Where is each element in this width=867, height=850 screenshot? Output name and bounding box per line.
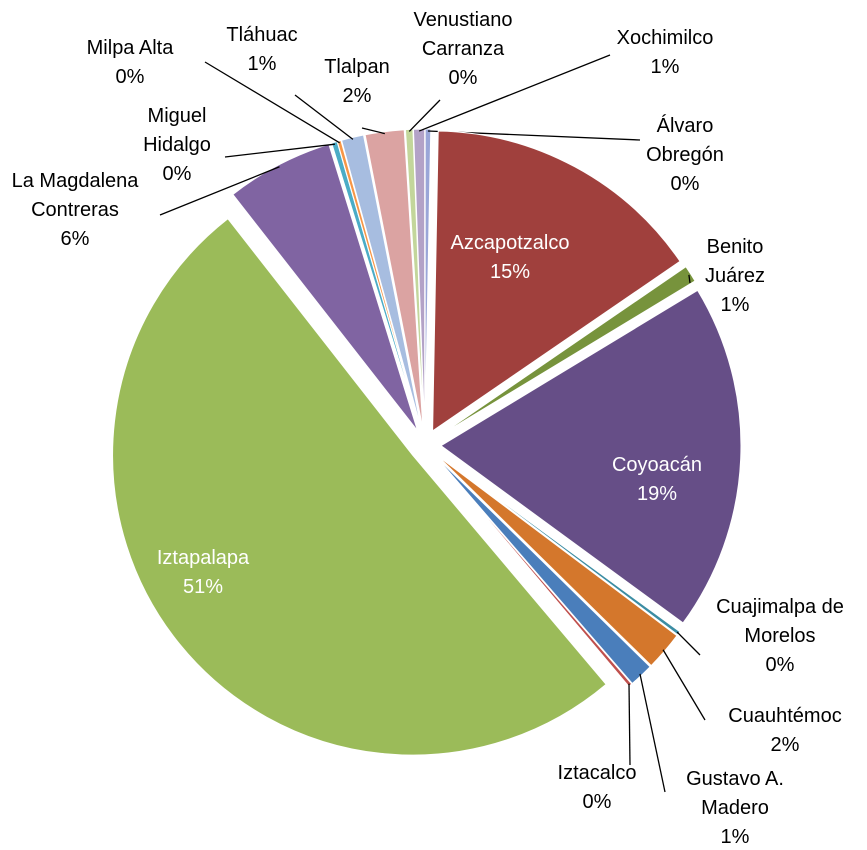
slice-value-label: 0% (448, 67, 478, 89)
leader-line (662, 649, 706, 721)
slice-value-label: 19% (636, 483, 678, 505)
leader-line (676, 631, 701, 656)
slice-value-label: 1% (247, 53, 277, 75)
slice-label: Iztacalco (557, 762, 637, 784)
leader-line (294, 94, 354, 140)
leader-line (639, 673, 666, 793)
slice-value-label: 1% (720, 294, 750, 316)
slice-value-label: 0% (670, 173, 700, 195)
slice-value-label: 51% (182, 576, 224, 598)
leader-line (159, 166, 280, 216)
slice-label: Coyoacán (611, 454, 703, 476)
leader-line (418, 54, 611, 132)
slice-label: Xochimilco (616, 27, 714, 49)
leader-line (361, 127, 385, 135)
slice-label: Benito Juárez (704, 236, 766, 287)
pie-slice (364, 129, 424, 430)
pie-slice (435, 456, 651, 685)
slice-value-label: 0% (582, 791, 612, 813)
slice-label: Cuajimalpa de Morelos (716, 596, 844, 647)
slice-label: Azcapotzalco (450, 232, 570, 254)
leader-line (408, 99, 441, 132)
pie-slice (340, 134, 422, 430)
slice-value-label: 6% (60, 228, 90, 250)
slice-label: Venustiano Carranza (413, 9, 513, 60)
leader-line (628, 683, 631, 766)
leader-line (688, 274, 691, 284)
slice-label: Milpa Alta (86, 37, 174, 59)
slice-value-label: 0% (162, 163, 192, 185)
slice-label: Cuauhtémoc (728, 705, 842, 727)
slice-value-label: 0% (765, 654, 795, 676)
slice-value-label: 2% (770, 734, 800, 756)
pie-slice (438, 266, 696, 437)
pie-slice (112, 218, 607, 756)
pie-slice (424, 128, 432, 430)
slice-label: Álvaro Obregón (646, 115, 724, 166)
slice-value-label: 1% (720, 826, 750, 848)
slice-label: Gustavo A. Madero (686, 768, 784, 819)
slice-label: Miguel Hidalgo (143, 105, 211, 156)
slice-label: La Magdalena Contreras (11, 170, 139, 221)
slice-label: Iztapalapa (156, 547, 250, 569)
pie-slice (440, 289, 742, 624)
slice-value-label: 1% (650, 56, 680, 78)
slice-label: Tláhuac (226, 24, 298, 46)
pie-slice (432, 130, 681, 432)
pie-slice (404, 128, 425, 430)
leader-line (224, 143, 335, 158)
leader-line (204, 61, 340, 144)
slice-value-label: 0% (115, 66, 145, 88)
slice-label: Tlalpan (324, 56, 390, 78)
slice-value-label: 15% (489, 261, 531, 283)
slice-value-label: 2% (342, 85, 372, 107)
